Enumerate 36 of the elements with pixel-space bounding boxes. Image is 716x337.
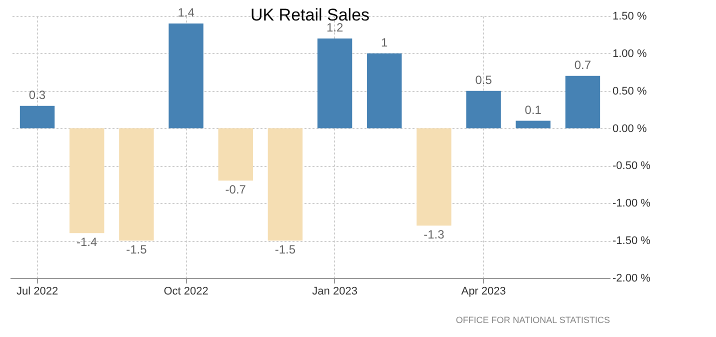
x-tick-label: Jan 2023	[312, 286, 358, 298]
data-label: -0.7	[225, 182, 246, 197]
bar	[466, 90, 501, 128]
bar	[70, 128, 104, 234]
text: OFFICE FOR NATIONAL STATISTICS	[456, 315, 610, 325]
y-tick-label: -1.00 %	[612, 198, 651, 210]
bar	[416, 128, 452, 226]
y-tick-label: -0.50 %	[612, 160, 651, 172]
y-tick-label: -2.00 %	[612, 272, 651, 284]
x-tick-label: Apr 2023	[461, 286, 506, 298]
data-label: 0.3	[28, 88, 46, 102]
y-tick-label: 1.00 %	[612, 48, 647, 60]
bar	[516, 120, 550, 128]
data-label: 0.5	[475, 72, 492, 87]
y-tick-label: 0.00 %	[612, 122, 647, 135]
data-label: -1.3	[424, 228, 445, 242]
data-label: -1.5	[274, 242, 296, 257]
bar	[268, 128, 303, 241]
data-label: -1.4	[76, 235, 98, 250]
bar	[317, 38, 352, 128]
bar	[168, 23, 204, 128]
bar	[367, 53, 402, 128]
bar	[565, 76, 600, 128]
bar	[20, 106, 55, 128]
bar	[218, 128, 253, 181]
y-tick-label: -1.50 %	[612, 235, 651, 248]
y-tick-label: 0.50 %	[612, 85, 647, 98]
data-label: 0.7	[574, 58, 592, 72]
data-label: 1	[381, 35, 388, 50]
y-tick-label: 1.50 %	[612, 10, 647, 22]
data-label: 1.4	[178, 5, 195, 20]
data-label: -1.5	[126, 242, 148, 257]
data-label: 0.1	[524, 102, 542, 117]
x-tick-label: Oct 2022	[164, 286, 208, 298]
x-tick-label: Jul 2022	[16, 286, 58, 298]
bar	[119, 128, 154, 241]
